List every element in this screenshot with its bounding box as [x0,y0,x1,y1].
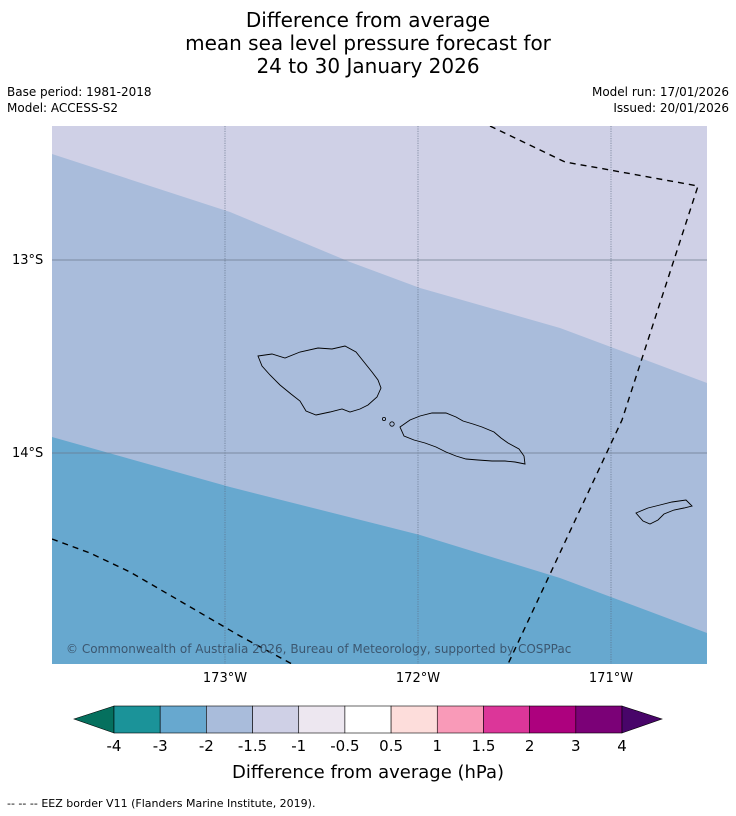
colorbar-tick-label: 1 [432,737,443,755]
eez-border [52,126,699,664]
lon-label-172w: 172°W [395,671,441,686]
tutuila-island [635,499,693,525]
colorbar-swatch [529,705,577,734]
colorbar-tick-label: 0.5 [379,737,404,755]
savaii-island [257,345,382,416]
colorbar-swatch [575,705,623,734]
copyright-notice: © Commonwealth of Australia 2026, Bureau… [66,642,572,656]
colorbar-tick-label: 3 [571,737,581,755]
colorbar-swatch [483,705,530,734]
eez-legend: -- -- -- EEZ border V11 (Flanders Marine… [7,797,315,810]
colorbar-tick-label: -4 [106,737,122,755]
title-line-2: mean sea level pressure forecast for [185,31,551,55]
manono-island [389,421,395,427]
apolima-island [381,416,386,421]
upolu-island [399,412,526,465]
map-area [52,126,707,664]
meta-left: Base period: 1981-2018 Model: ACCESS-S2 [7,84,152,116]
colorbar-tick-label: -3 [152,737,168,755]
lon-label-173w: 173°W [202,671,248,686]
colorbar-tick-label: 2 [524,737,535,755]
colorbar-swatches [113,705,623,734]
lat-label-13s: 13°S [12,253,44,268]
anomaly-band-dark [52,437,707,664]
model-name: Model: ACCESS-S2 [7,101,119,115]
latitude-gridlines [52,259,707,454]
colorbar-tick-label: -0.5 [330,737,360,755]
lat-label-14s: 14°S [12,446,44,461]
longitude-gridlines [224,126,612,664]
colorbar-swatch [344,705,392,734]
issued-date: Issued: 20/01/2026 [613,101,729,115]
colorbar-swatch [206,705,253,734]
colorbar [73,705,663,734]
model-run: Model run: 17/01/2026 [591,85,729,99]
title-line-1: Difference from average [245,8,491,32]
colorbar-tick-label: 4 [617,737,627,755]
colorbar-label: Difference from average (hPa) [231,762,505,783]
title-line-3: 24 to 30 January 2026 [256,54,480,78]
colorbar-tick-label: 1.5 [471,737,496,755]
base-period: Base period: 1981-2018 [7,85,152,99]
colorbar-swatch [113,705,161,734]
colorbar-swatch [436,705,484,734]
colorbar-swatch [390,705,438,734]
colorbar-tick-label: -2 [198,737,214,755]
lon-label-171w: 171°W [588,671,634,686]
colorbar-swatch [159,705,207,734]
colorbar-extend-high [621,705,663,734]
colorbar-extend-low [73,705,115,734]
colorbar-swatch [252,705,300,734]
eez-legend-marker: -- -- -- [7,797,38,810]
meta-right: Model run: 17/01/2026 Issued: 20/01/2026 [592,84,729,116]
colorbar-tick-label: -1 [291,737,307,755]
colorbar-tick-label: -1.5 [237,737,268,755]
colorbar-swatch [298,705,346,734]
eez-legend-text: EEZ border V11 (Flanders Marine Institut… [41,797,316,810]
